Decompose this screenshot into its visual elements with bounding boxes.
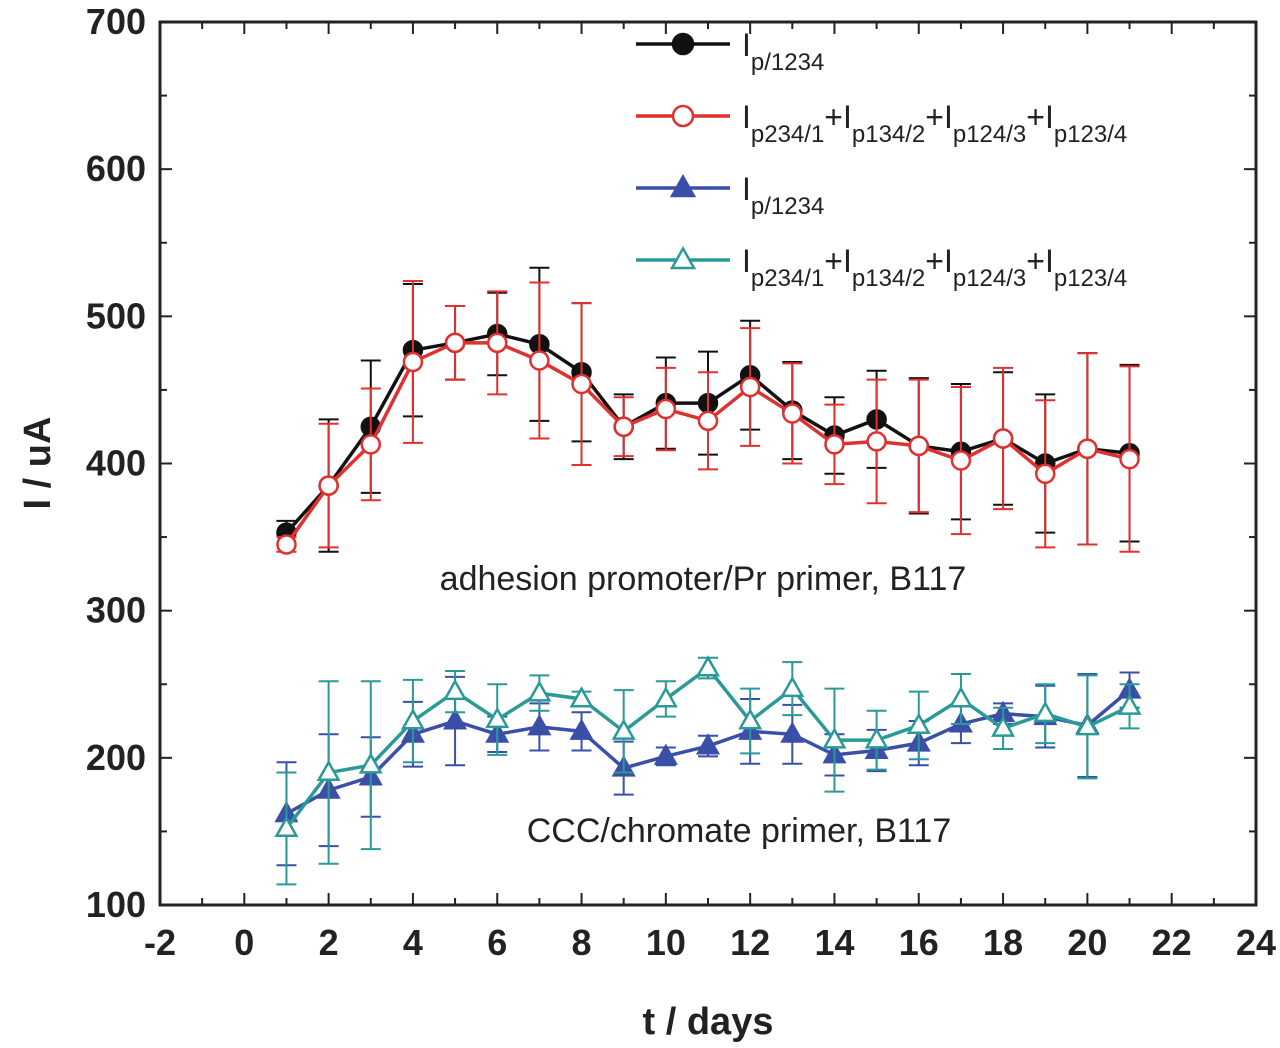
x-tick-label: 22	[1152, 922, 1192, 963]
data-point	[611, 718, 636, 740]
data-point	[1033, 700, 1058, 723]
y-tick-label: 500	[86, 295, 146, 336]
axes: -2 0 2 4 6 8 10 12 14 16 18 20 22 2410020030040050060…	[86, 1, 1276, 963]
data-point	[653, 686, 678, 708]
series-3	[274, 655, 1142, 886]
data-point	[443, 708, 468, 730]
x-axis-title: t / days	[643, 1001, 774, 1043]
x-tick-label: 16	[899, 922, 939, 963]
data-point	[695, 733, 721, 755]
y-tick-label: 300	[86, 590, 146, 631]
data-point	[527, 680, 552, 702]
data-point	[655, 398, 677, 420]
data-point	[906, 712, 931, 734]
data-point	[1034, 463, 1056, 485]
y-axis-title: I / uA	[17, 417, 59, 510]
series-1	[276, 280, 1140, 555]
data-point	[822, 727, 847, 749]
data-point	[739, 376, 761, 398]
data-point	[780, 721, 805, 743]
x-tick-label: 2	[319, 922, 339, 963]
legend-marker	[671, 32, 695, 56]
data-point	[318, 475, 339, 496]
x-tick-label: 6	[487, 922, 507, 963]
legend-item-3: Ip234/1+Ip134/2+Ip124/3+Ip123/4	[636, 243, 1127, 292]
x-tick-label: 18	[983, 922, 1023, 963]
data-point	[866, 431, 887, 452]
y-tick-label: 600	[86, 148, 146, 189]
data-point	[1077, 438, 1098, 460]
data-point	[443, 678, 468, 701]
legend-label: Ip/1234	[742, 27, 824, 76]
data-point	[274, 815, 299, 837]
data-point	[864, 727, 889, 749]
data-point	[738, 708, 763, 730]
data-point	[400, 708, 425, 730]
series-layer	[274, 266, 1142, 886]
legend-item-1: Ip234/1+Ip134/2+Ip124/3+Ip123/4	[636, 99, 1127, 148]
data-point	[358, 752, 383, 774]
data-point	[527, 714, 552, 736]
x-tick-label: 0	[234, 922, 254, 963]
data-point	[908, 435, 930, 457]
legend-marker	[669, 245, 697, 270]
data-point	[782, 403, 803, 424]
legend-item-2: Ip/1234	[636, 171, 824, 220]
data-point	[571, 373, 592, 395]
data-point	[569, 718, 594, 740]
data-point	[485, 706, 510, 729]
x-tick-label: 4	[403, 922, 423, 963]
x-tick-label: 20	[1067, 922, 1107, 963]
y-tick-label: 200	[86, 737, 146, 778]
data-point	[276, 534, 297, 555]
data-point	[613, 416, 634, 437]
data-point	[780, 675, 805, 698]
data-point	[1075, 714, 1100, 736]
data-point	[529, 350, 550, 371]
data-point	[992, 428, 1014, 449]
data-point	[653, 743, 678, 765]
annotation-ccc: CCC/chromate primer, B117	[527, 812, 952, 850]
data-point	[948, 686, 973, 708]
data-point	[569, 686, 594, 708]
data-point	[991, 715, 1016, 737]
data-point	[360, 434, 382, 455]
data-point	[1119, 448, 1140, 470]
x-tick-label: 14	[814, 922, 854, 963]
x-tick-label: 24	[1236, 922, 1276, 963]
legend-label: Ip234/1+Ip134/2+Ip124/3+Ip123/4	[742, 243, 1127, 292]
legend-marker	[671, 104, 695, 128]
legend-label: Ip/1234	[742, 171, 824, 220]
annotation-adhesion: adhesion promoter/Pr primer, B117	[440, 560, 967, 598]
data-point	[486, 332, 508, 354]
data-point	[697, 410, 719, 432]
legend-label: Ip234/1+Ip134/2+Ip124/3+Ip123/4	[742, 99, 1127, 148]
data-point	[444, 332, 466, 354]
data-point	[950, 450, 972, 471]
data-point	[824, 434, 845, 455]
data-point	[316, 759, 341, 782]
legend-marker	[669, 173, 697, 198]
y-tick-label: 400	[86, 443, 146, 484]
legend: Ip/1234 Ip234/1+Ip134/2+Ip124/3+Ip123/4 Ip…	[636, 27, 1127, 292]
legend-item-0: Ip/1234	[636, 27, 824, 76]
y-tick-label: 100	[86, 884, 146, 925]
y-tick-label: 700	[86, 1, 146, 42]
x-tick-label: -2	[144, 922, 176, 963]
x-tick-label: 8	[572, 922, 592, 963]
x-tick-label: 10	[646, 922, 686, 963]
x-tick-label: 12	[730, 922, 770, 963]
data-point	[402, 351, 424, 373]
data-point	[695, 655, 721, 677]
data-point	[1117, 693, 1142, 715]
